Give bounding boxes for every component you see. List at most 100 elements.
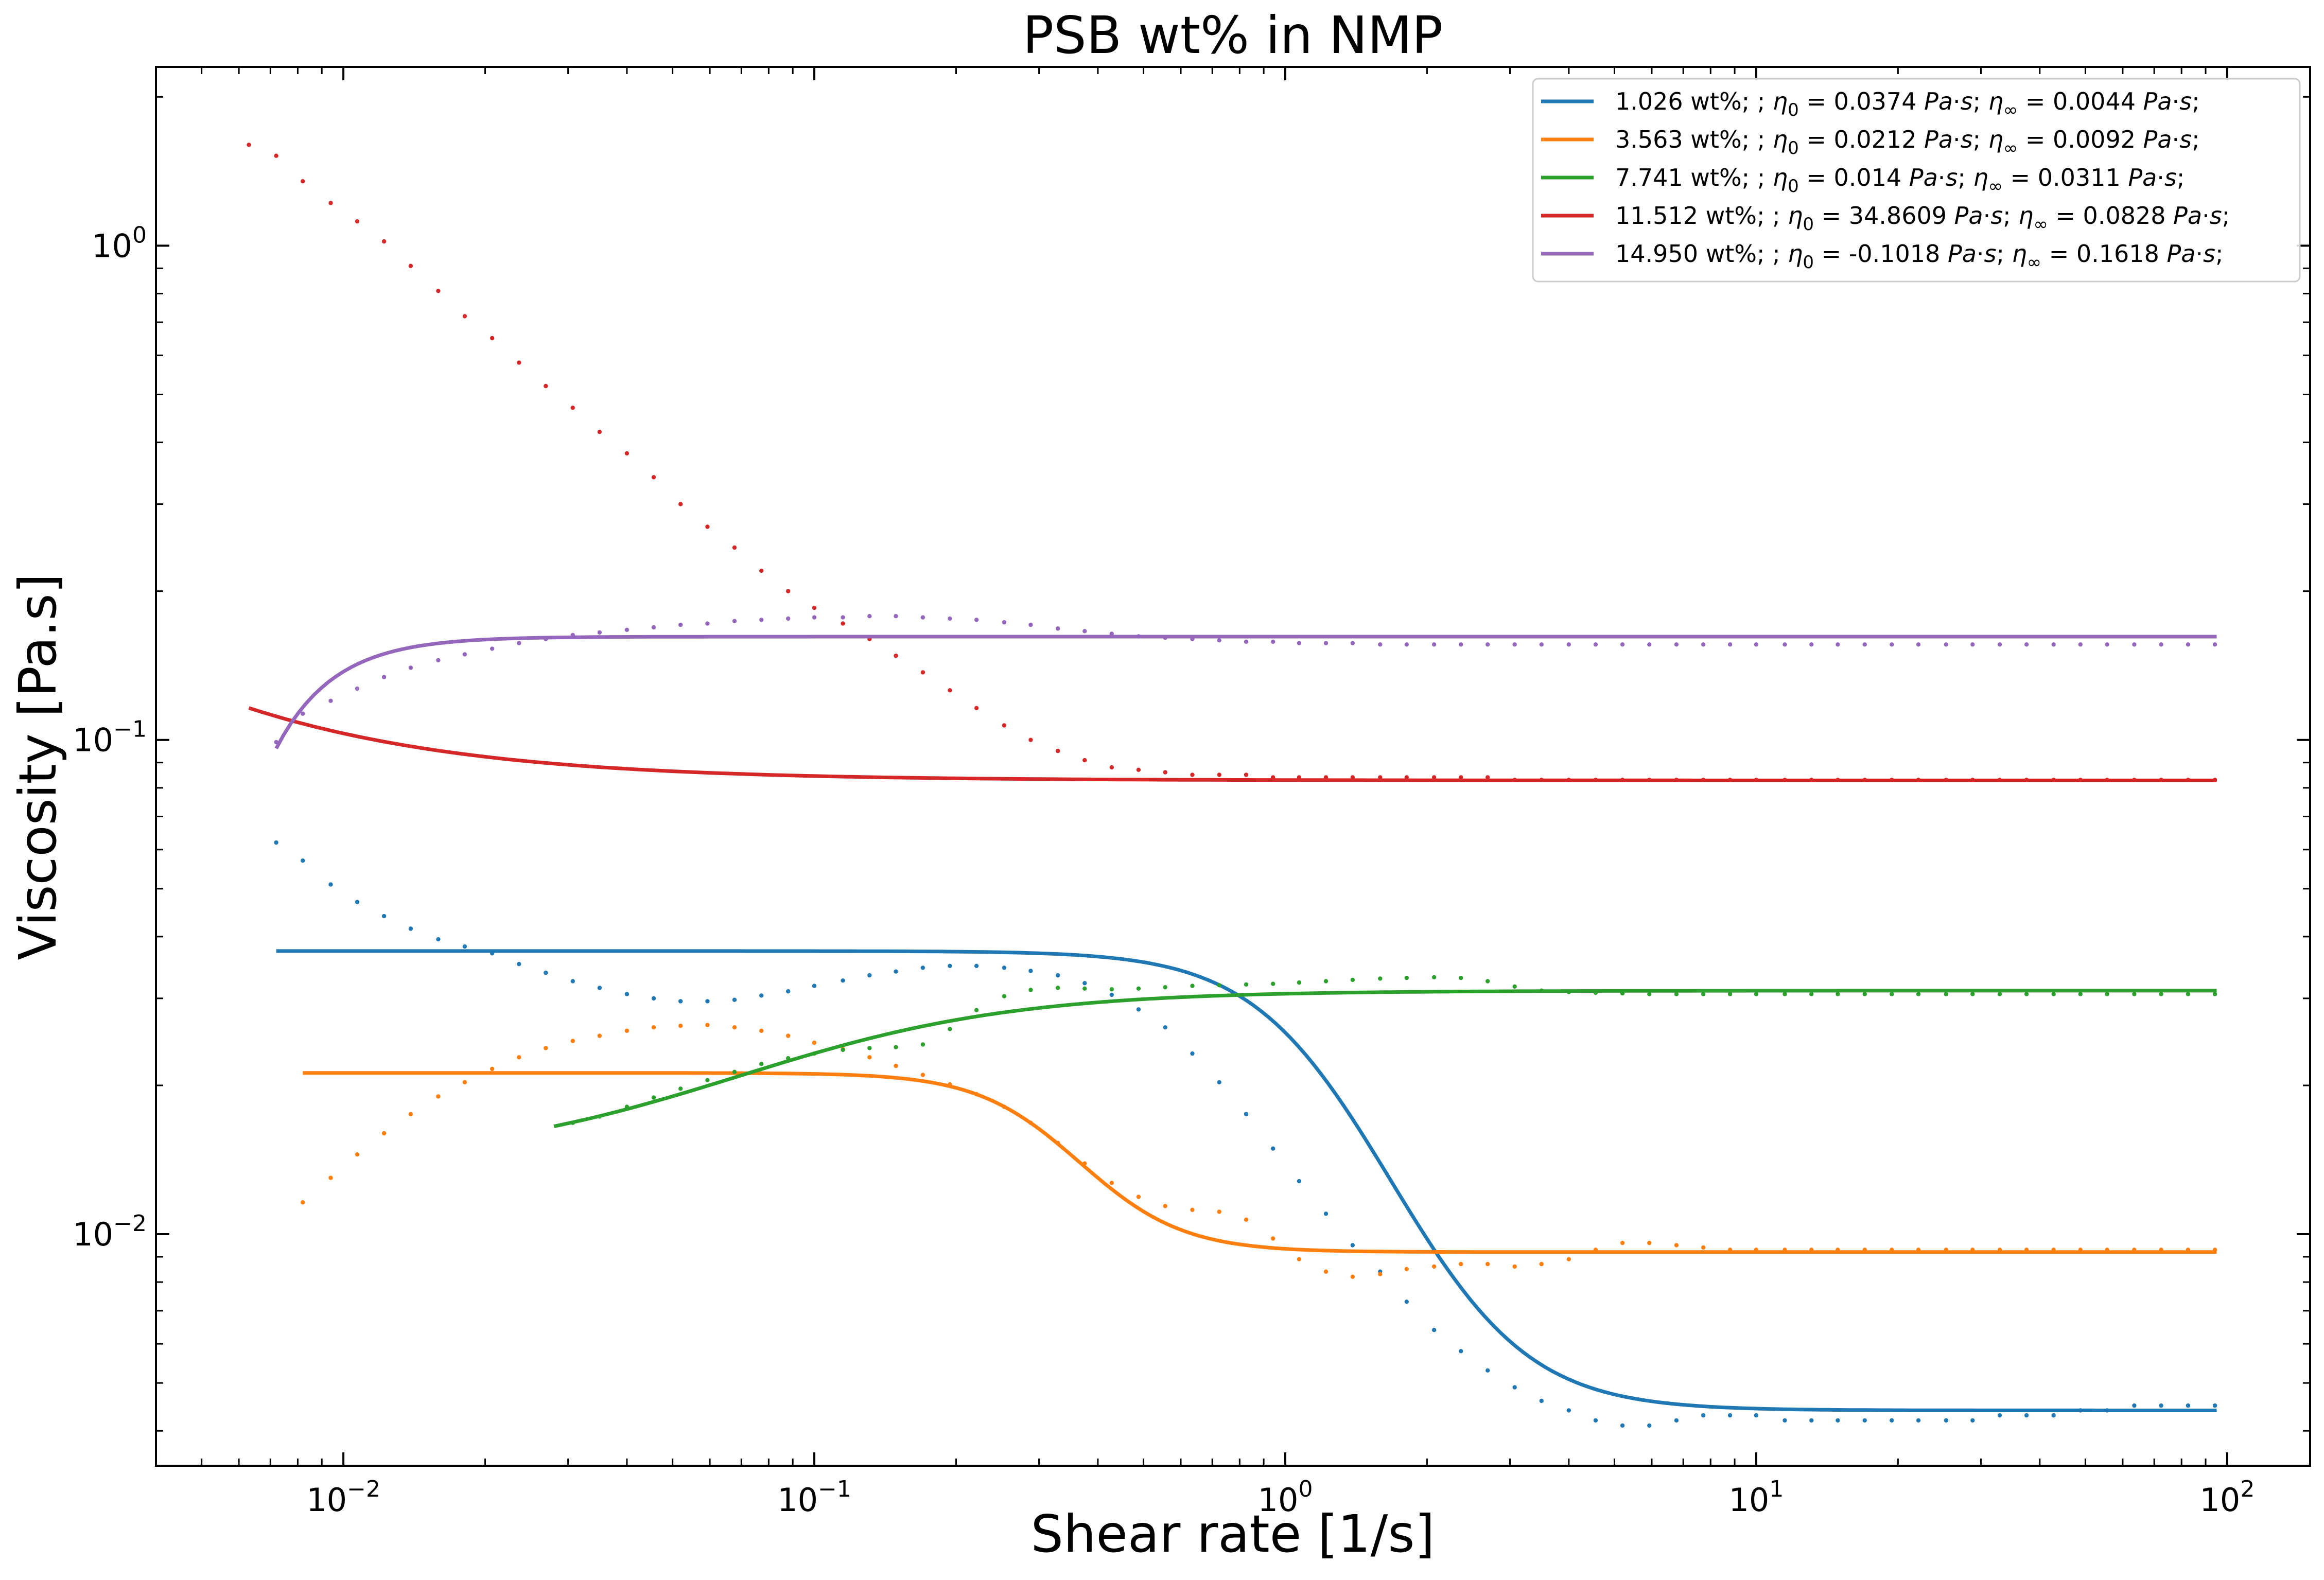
data-point (1486, 979, 1490, 984)
y-tick-label: 10−2 (73, 1210, 147, 1253)
data-point (301, 711, 305, 716)
data-point (490, 336, 495, 341)
x-tick-label: 102 (2199, 1476, 2255, 1519)
data-point (1350, 977, 1355, 982)
data-point (759, 993, 764, 998)
data-point (1486, 1368, 1490, 1373)
data-point (1109, 1181, 1114, 1185)
data-point (1674, 992, 1679, 996)
data-point (301, 1200, 305, 1205)
data-point (624, 627, 630, 633)
data-point (732, 997, 737, 1002)
data-point (624, 992, 630, 996)
data-point (1244, 982, 1249, 987)
data-point (867, 1046, 872, 1050)
data-point (1056, 986, 1060, 990)
x-tick-label: 10−1 (777, 1476, 851, 1519)
data-point (517, 962, 521, 967)
data-point (2105, 992, 2109, 996)
data-point (651, 475, 656, 480)
data-point (1459, 975, 1463, 980)
data-point (462, 314, 467, 319)
data-point (597, 986, 602, 990)
data-point (786, 589, 791, 593)
data-point (651, 996, 656, 1001)
data-point (1002, 965, 1007, 970)
data-point (570, 406, 575, 410)
data-point (1647, 1423, 1652, 1428)
data-point (894, 614, 898, 619)
data-point (1028, 969, 1033, 973)
data-point (462, 652, 467, 657)
data-point (920, 615, 925, 620)
data-point (948, 963, 952, 969)
data-point (1056, 748, 1060, 753)
data-point (1783, 642, 1787, 647)
data-point (301, 179, 305, 184)
legend-entry: 3.563 wt%; ; η0 = 0.0212 Pa·s; η∞ = 0.00… (1615, 126, 2200, 159)
data-point (490, 1066, 495, 1072)
data-point (2212, 1403, 2217, 1408)
data-point (894, 1045, 898, 1049)
data-point (1217, 638, 1221, 643)
data-point (517, 1055, 521, 1060)
data-point (1082, 986, 1087, 991)
data-point (920, 1042, 925, 1047)
data-point (1809, 992, 1814, 996)
series-5 (274, 614, 2217, 749)
data-point (1862, 642, 1867, 647)
data-point (705, 999, 710, 1004)
data-point (678, 1086, 683, 1091)
data-point (1566, 1257, 1571, 1261)
data-point (1002, 994, 1007, 998)
data-point (1809, 1418, 1814, 1423)
data-point (1647, 642, 1652, 647)
data-point (1028, 988, 1033, 992)
data-point (841, 1047, 845, 1052)
data-point (1431, 642, 1437, 647)
data-point (1512, 984, 1517, 989)
data-point (1701, 992, 1706, 996)
data-point (2132, 992, 2137, 996)
y-tick-label: 100 (92, 222, 147, 265)
data-point (1701, 642, 1706, 647)
data-point (1970, 992, 1975, 996)
data-point (812, 605, 817, 610)
data-point (2051, 1413, 2056, 1418)
fit-curve (276, 949, 2217, 1412)
data-point (597, 430, 602, 434)
data-point (651, 1095, 656, 1100)
data-point (1297, 1179, 1302, 1184)
data-point (544, 1046, 548, 1050)
data-point (1190, 1207, 1195, 1212)
data-point (1727, 642, 1733, 647)
data-point (1459, 775, 1463, 780)
data-point (1890, 1418, 1894, 1423)
data-point (1459, 1261, 1463, 1267)
data-point (328, 201, 333, 205)
data-point (517, 641, 521, 645)
data-point (651, 1025, 656, 1030)
data-point (2212, 992, 2217, 996)
data-point (1297, 980, 1302, 985)
data-point (678, 999, 683, 1004)
data-point (1378, 976, 1383, 981)
data-point (408, 926, 413, 931)
data-point (1028, 622, 1033, 627)
data-point (1647, 992, 1652, 996)
data-point (1002, 620, 1007, 625)
data-point (678, 622, 683, 627)
legend-entry: 7.741 wt%; ; η0 = 0.014 Pa·s; η∞ = 0.031… (1615, 164, 2185, 197)
data-point (894, 654, 898, 658)
data-point (1190, 984, 1195, 988)
data-point (974, 706, 979, 711)
data-point (732, 1025, 737, 1030)
data-point (1163, 985, 1167, 990)
data-point (1028, 738, 1033, 742)
data-point (2078, 992, 2083, 996)
data-point (1674, 642, 1679, 647)
data-point (1539, 1398, 1544, 1403)
data-point (1970, 642, 1975, 647)
data-point (1783, 992, 1787, 996)
